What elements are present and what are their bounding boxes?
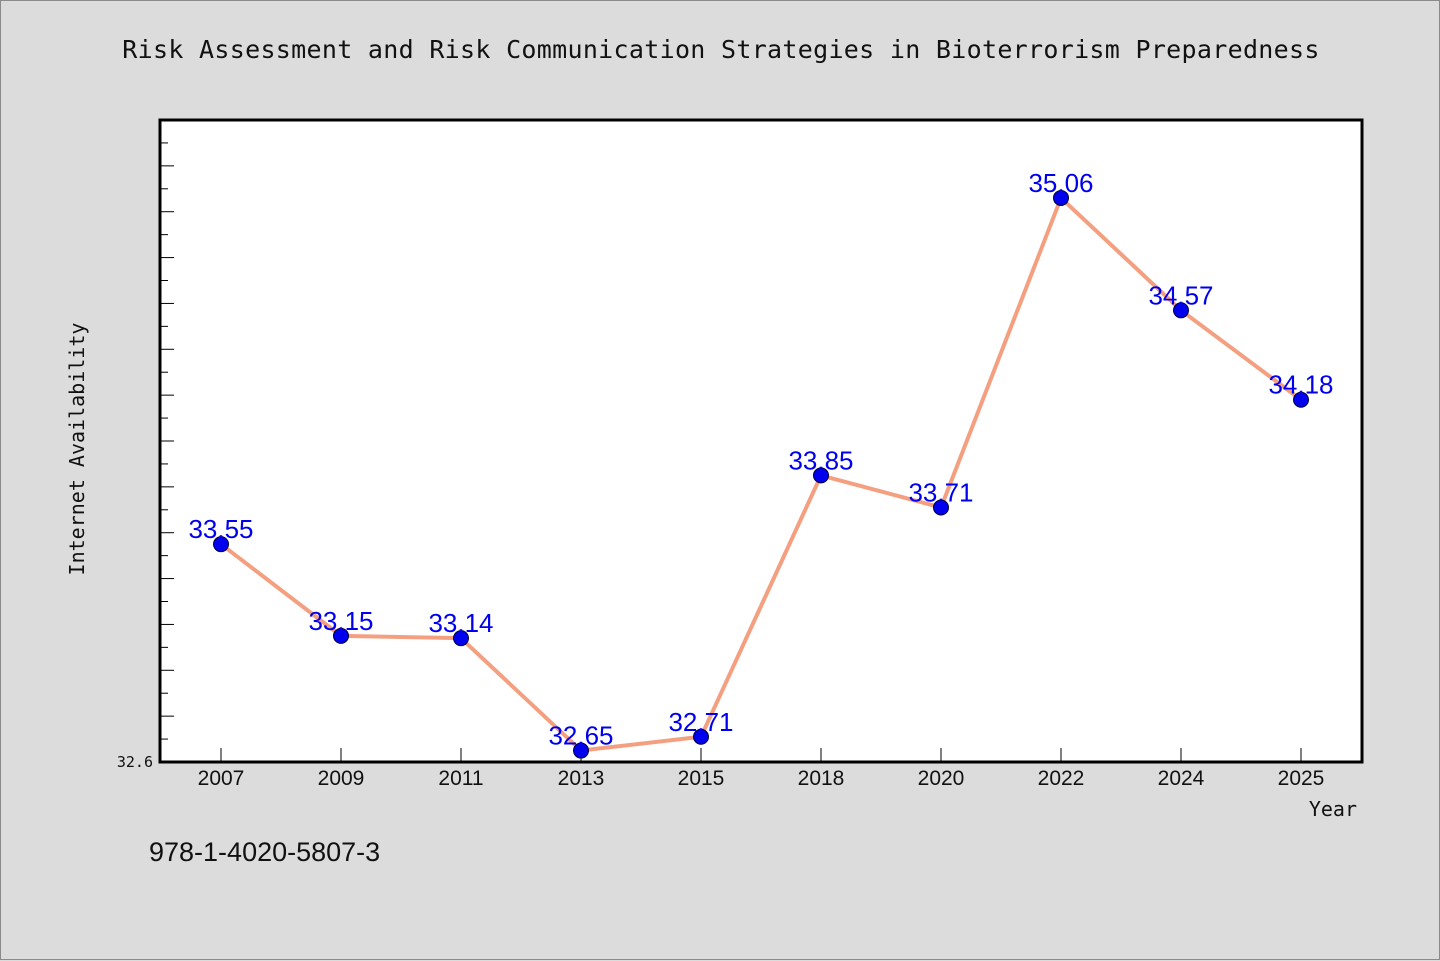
data-label: 32.65 [548,721,613,751]
data-label: 33.85 [788,445,853,475]
series-line [219,195,1303,753]
data-point [573,742,589,759]
x-tick-label: 2022 [1038,767,1085,790]
data-point [1053,189,1069,206]
y-tick-label: 32.6 [117,753,153,771]
data-label: 35.06 [1028,168,1093,198]
data-point [333,627,349,644]
x-tick-label: 2009 [318,767,365,790]
data-label: 33.15 [308,606,373,636]
chart-title: Risk Assessment and Risk Communication S… [122,35,1320,64]
data-label: 33.55 [188,514,253,544]
data-point [693,728,709,745]
data-label: 32.71 [668,707,733,737]
data-point [1173,302,1189,319]
data-label: 34.18 [1268,370,1333,400]
x-tick-label: 2013 [558,767,605,790]
x-tick-label: 2024 [1158,767,1205,790]
data-point [1293,391,1309,408]
x-tick-label: 2025 [1278,767,1325,790]
data-point [213,536,229,553]
x-axis-label: Year [1308,797,1357,821]
x-tick-label: 2020 [918,767,965,790]
x-tick-label: 2015 [678,767,725,790]
plot-frame [158,118,1364,764]
data-point [453,630,469,647]
data-point [813,467,829,484]
data-point [933,499,949,516]
x-tick-label: 2018 [798,767,845,790]
data-label: 34.57 [1148,280,1213,310]
x-tick-label: 2011 [438,767,483,790]
data-label: 33.14 [428,608,493,638]
footer-id-text: 978-1-4020-5807-3 [149,837,381,867]
data-label: 33.71 [908,477,973,507]
x-tick-label: 2007 [198,767,245,790]
